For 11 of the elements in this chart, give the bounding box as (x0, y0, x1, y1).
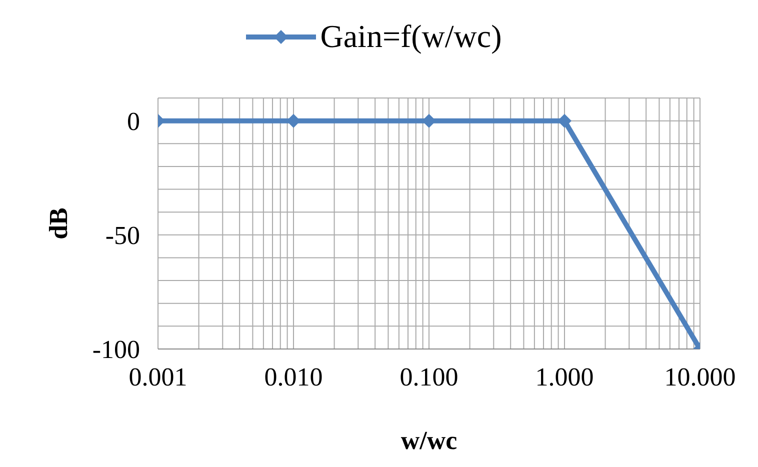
x-tick-label: 10.000 (664, 362, 736, 392)
x-tick-label: 0.001 (128, 362, 188, 392)
x-axis-title: w/wc (400, 426, 458, 455)
y-tick-label: -100 (92, 335, 140, 364)
x-tick-label: 0.100 (400, 362, 458, 392)
x-tick-label: 1.000 (535, 362, 594, 392)
y-tick-label: 0 (127, 107, 140, 136)
legend-label: Gain=f(w/wc) (320, 18, 502, 55)
y-tick-label: -50 (105, 221, 140, 250)
x-tick-label: 0.010 (264, 362, 323, 392)
y-axis-title: dB (44, 208, 74, 240)
